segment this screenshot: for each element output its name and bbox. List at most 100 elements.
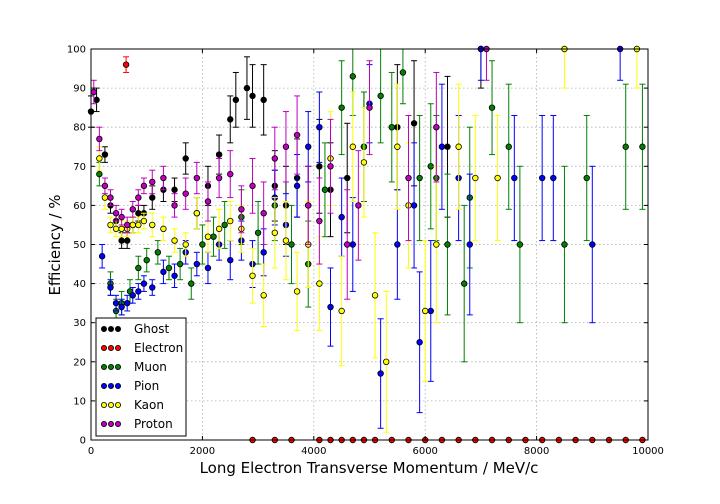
data-point — [112, 225, 120, 233]
data-point — [149, 194, 156, 201]
data-point — [129, 292, 136, 299]
data-point — [90, 88, 97, 96]
data-point — [316, 163, 323, 170]
data-point — [171, 186, 178, 193]
legend-label: Pion — [134, 379, 159, 393]
data-point — [215, 151, 223, 158]
data-point — [135, 194, 142, 201]
data-point — [96, 135, 103, 143]
y-tick-label: 70 — [73, 162, 86, 173]
data-point — [118, 213, 125, 221]
data-point — [394, 143, 401, 150]
data-point — [305, 202, 312, 209]
data-point — [149, 221, 156, 229]
legend-marker — [101, 401, 108, 408]
data-point — [427, 307, 434, 315]
data-point — [422, 307, 429, 315]
data-point — [227, 217, 234, 225]
data-point — [383, 358, 390, 365]
legend-marker — [115, 420, 122, 427]
data-point — [188, 280, 195, 287]
data-point — [238, 206, 245, 213]
data-point — [171, 202, 178, 209]
data-point — [135, 264, 142, 272]
data-point — [260, 96, 267, 104]
data-point — [171, 272, 178, 279]
legend-marker — [108, 420, 115, 427]
data-point — [360, 159, 368, 166]
data-point — [355, 202, 362, 209]
data-point — [494, 174, 501, 182]
data-point — [377, 370, 384, 377]
legend-marker — [115, 363, 122, 370]
data-point — [444, 143, 451, 150]
data-point — [338, 307, 345, 315]
data-point — [118, 303, 125, 311]
data-point — [124, 299, 131, 307]
data-point — [124, 221, 131, 229]
data-point — [338, 213, 345, 221]
data-point — [438, 143, 446, 150]
legend-label: Kaon — [134, 398, 164, 412]
data-point — [561, 241, 568, 248]
data-point — [129, 221, 136, 229]
x-tick-label: 8000 — [524, 446, 549, 457]
data-point — [112, 210, 120, 217]
data-point — [182, 190, 189, 197]
legend-item-proton: Proton — [101, 417, 173, 431]
data-point — [107, 284, 114, 291]
data-point — [260, 292, 267, 299]
y-tick-label: 10 — [73, 396, 86, 407]
data-point — [344, 241, 351, 248]
data-point — [410, 202, 418, 209]
data-point — [199, 241, 206, 248]
y-tick-label: 80 — [73, 123, 86, 134]
data-point — [165, 264, 173, 272]
data-point — [511, 174, 518, 182]
data-point — [293, 288, 301, 295]
data-point — [227, 116, 234, 123]
data-point — [288, 241, 295, 248]
y-tick-label: 90 — [73, 84, 86, 95]
legend-marker — [115, 325, 122, 332]
data-point — [249, 272, 256, 279]
legend-label: Electron — [134, 341, 183, 355]
data-point — [583, 174, 590, 182]
legend: Ghost Electron Muon Pion Kaon Proton — [95, 317, 187, 437]
data-point — [182, 155, 189, 162]
y-tick-label: 100 — [67, 45, 86, 56]
data-point — [204, 233, 212, 240]
data-point — [101, 151, 109, 158]
data-point — [140, 280, 148, 287]
data-point — [589, 241, 596, 248]
data-point — [249, 182, 256, 190]
data-point — [221, 221, 228, 229]
data-point — [171, 237, 178, 244]
data-point — [118, 225, 125, 233]
data-point — [327, 303, 334, 311]
legend-marker — [108, 325, 115, 332]
data-point — [550, 174, 557, 182]
x-tick-label: 2000 — [190, 446, 215, 457]
legend-marker — [108, 363, 115, 370]
data-point — [227, 256, 234, 264]
data-point — [182, 241, 189, 248]
series-proton — [90, 45, 490, 300]
legend-label: Proton — [134, 417, 173, 431]
data-point — [101, 194, 109, 201]
series-group — [87, 45, 646, 444]
x-tick-label: 6000 — [412, 446, 437, 457]
data-point — [622, 143, 629, 150]
legend-marker — [101, 382, 108, 389]
data-point — [107, 221, 114, 229]
data-point — [488, 104, 496, 111]
data-point — [410, 120, 418, 127]
data-point — [243, 84, 251, 92]
data-point — [349, 143, 356, 150]
data-point — [96, 155, 103, 162]
legend-marker — [115, 344, 122, 351]
data-point — [394, 241, 401, 248]
data-point — [293, 182, 301, 190]
y-axis-label: Efficiency / % — [46, 194, 64, 295]
